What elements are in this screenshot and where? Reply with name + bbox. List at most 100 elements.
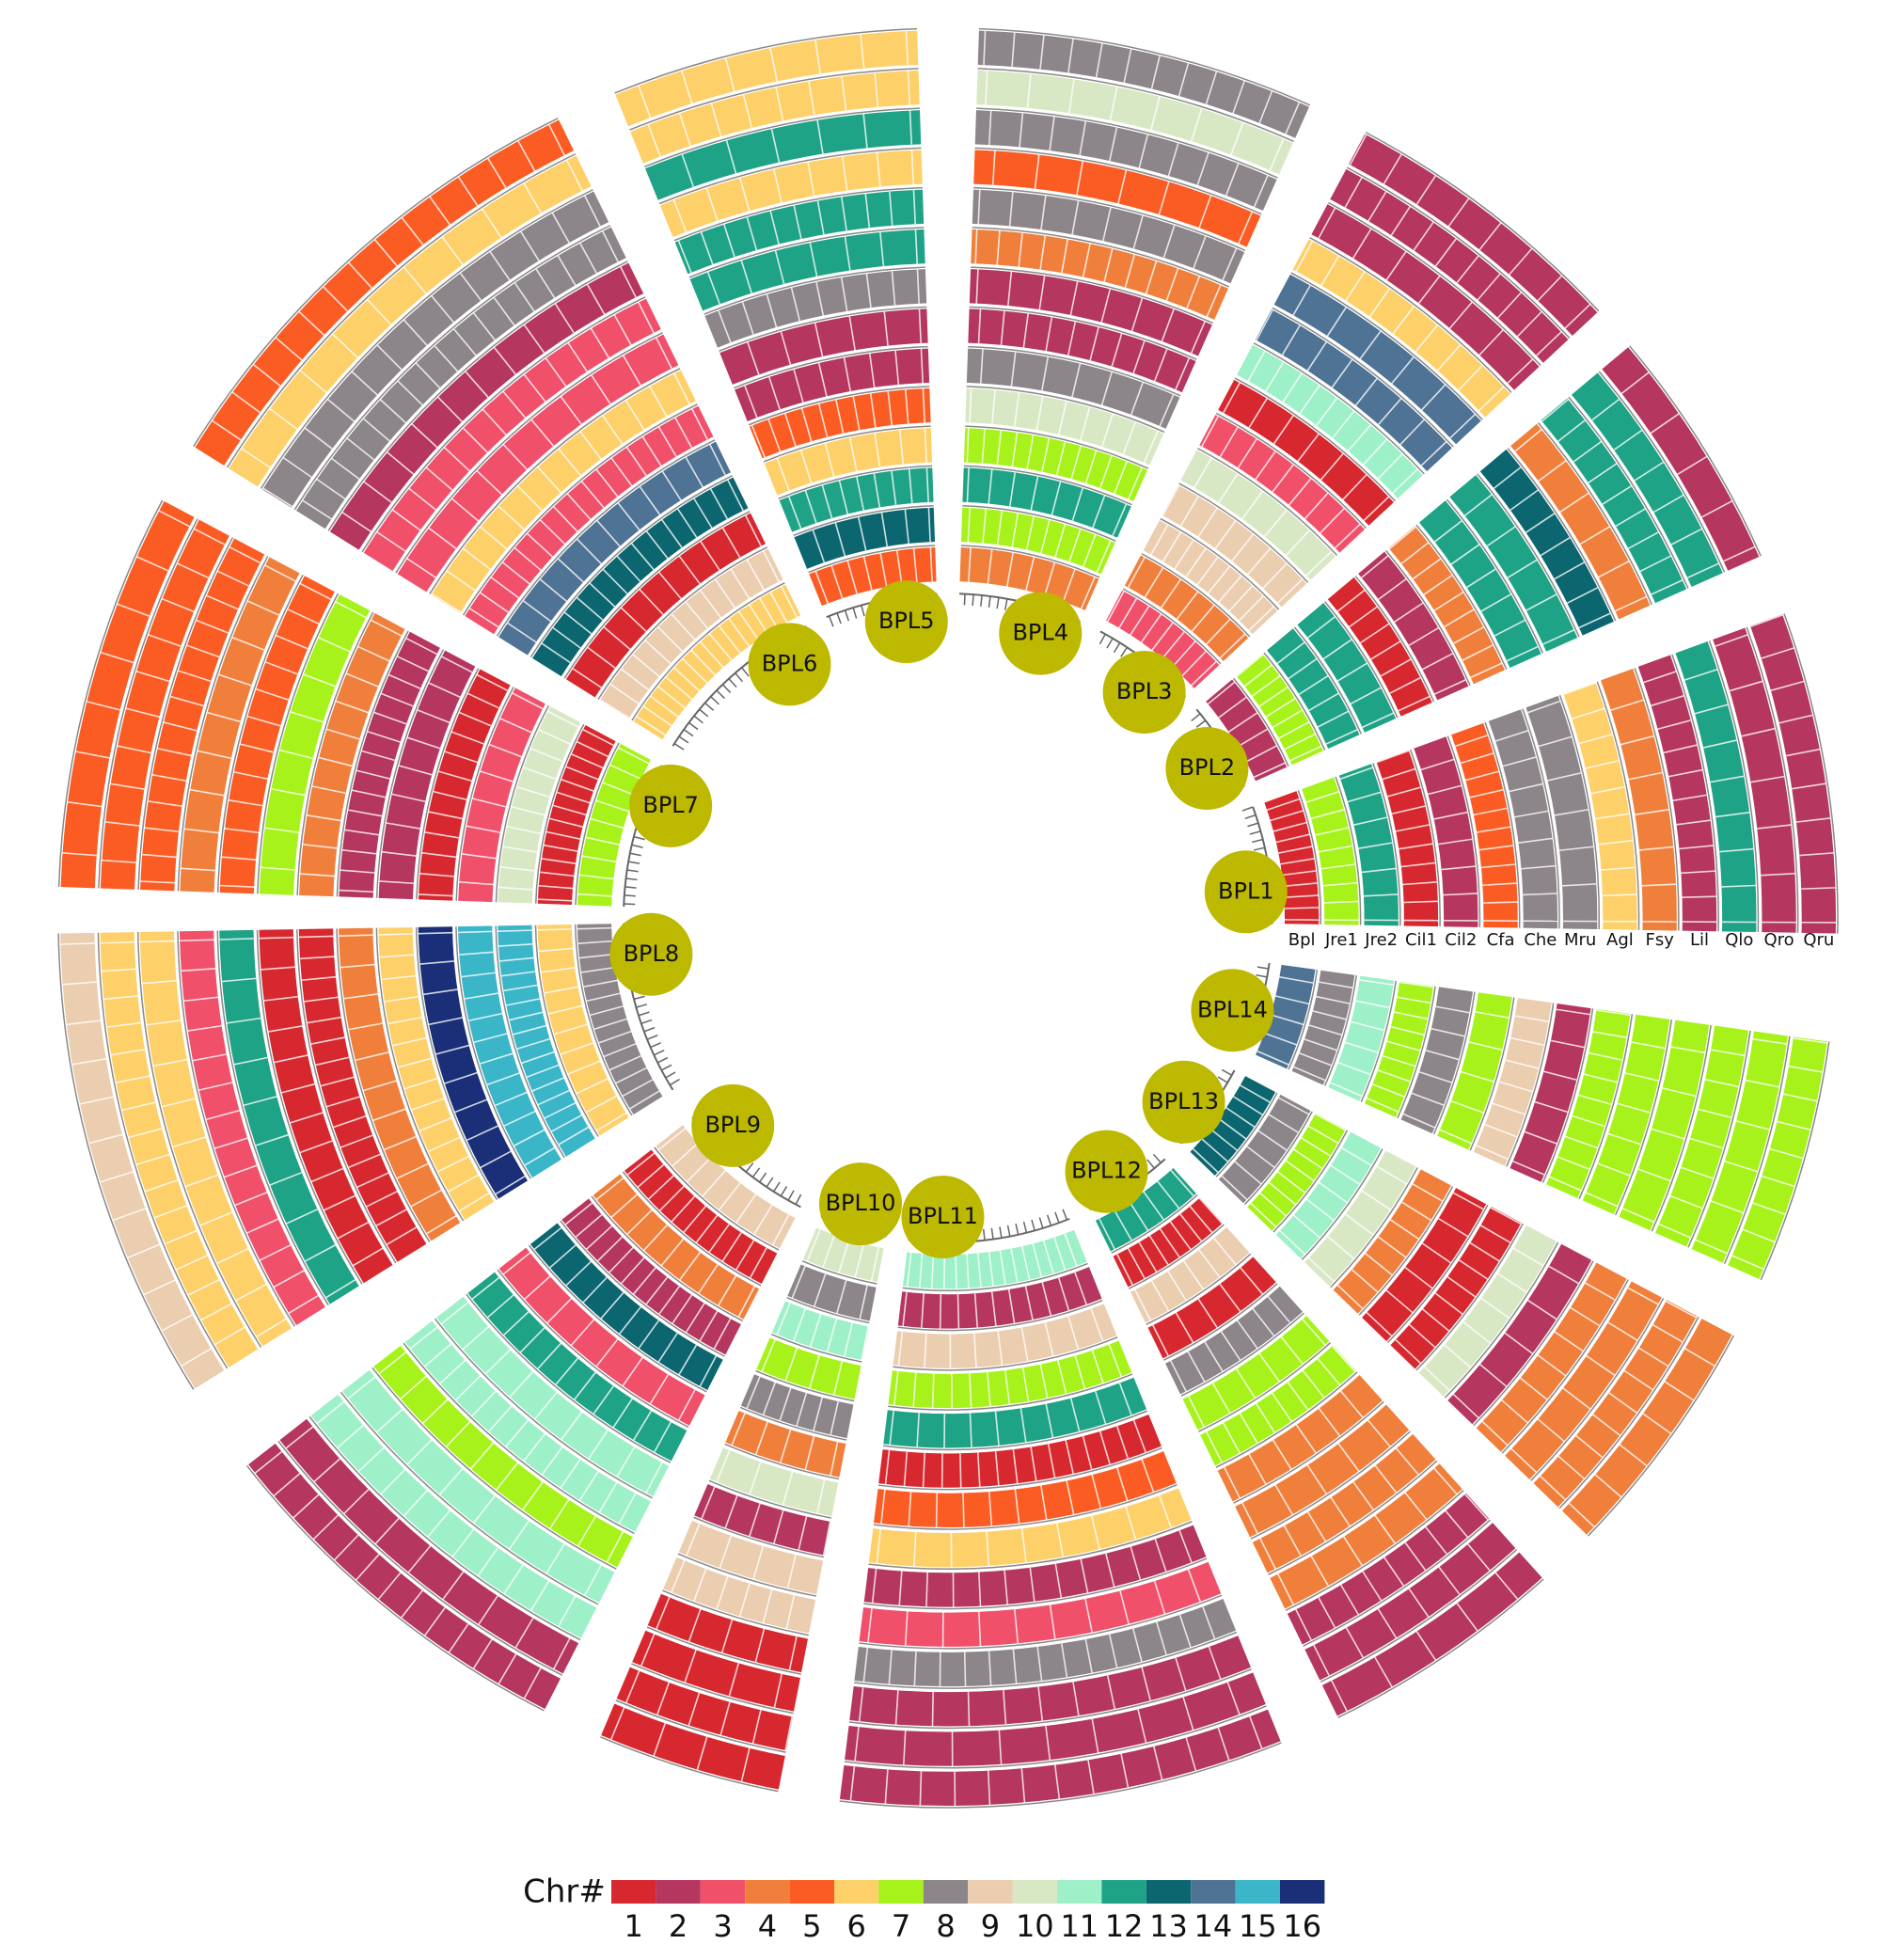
stripe: [1479, 1364, 1508, 1387]
stripe: [688, 1692, 701, 1726]
stripe: [1224, 1466, 1241, 1499]
stripe: [1724, 1161, 1758, 1173]
track-border: [1330, 1167, 1418, 1288]
stripe: [102, 968, 136, 972]
stripe: [554, 1023, 588, 1035]
track: [457, 925, 561, 1178]
stripe: [1450, 544, 1480, 565]
stripe: [1510, 489, 1539, 512]
legend-swatch: [1101, 1880, 1146, 1904]
stripe: [595, 799, 629, 813]
stripe: [1433, 1467, 1458, 1495]
track: [1199, 415, 1365, 553]
stripe: [1276, 578, 1304, 604]
stripe: [541, 642, 571, 664]
stripe: [1237, 728, 1268, 748]
track-border: [1328, 201, 1541, 367]
stripe: [417, 709, 450, 723]
stripe: [1025, 557, 1035, 591]
stripe: [904, 509, 909, 544]
track-border: [963, 465, 1132, 506]
stripe: [723, 224, 735, 258]
track: [663, 1557, 816, 1634]
sector-label: BPL12: [1071, 1158, 1142, 1184]
stripe: [1449, 414, 1476, 439]
stripe: [874, 72, 879, 107]
stripe: [588, 1430, 609, 1460]
stripe: [657, 626, 684, 653]
stripe: [762, 1382, 777, 1415]
stripe: [898, 1571, 903, 1605]
stripe: [1274, 1484, 1293, 1515]
stripe: [1320, 255, 1340, 286]
stripe: [1396, 1447, 1419, 1476]
stripe: [142, 853, 177, 859]
stripe: [466, 1125, 498, 1142]
stripe: [1507, 358, 1533, 384]
stripe: [535, 268, 556, 299]
stripe: [140, 880, 175, 884]
stripe: [378, 1351, 407, 1375]
track-border: [575, 742, 620, 906]
tick: [1038, 1217, 1044, 1229]
stripe: [375, 1209, 407, 1226]
stripe: [462, 1326, 489, 1351]
stripe: [222, 977, 257, 983]
track-border: [1293, 626, 1362, 735]
track-border: [98, 518, 198, 889]
track: [60, 500, 195, 889]
stripe: [1494, 1572, 1519, 1600]
track-border: [528, 1244, 707, 1393]
stripe: [1231, 533, 1255, 562]
stripe: [1752, 1202, 1786, 1215]
track: [632, 1630, 800, 1712]
stripe: [815, 281, 825, 316]
track-border: [260, 189, 593, 489]
stripe: [1628, 531, 1659, 549]
stripe: [363, 1080, 397, 1092]
stripe: [618, 1493, 637, 1525]
stripe: [1258, 686, 1288, 707]
track: [1255, 309, 1452, 472]
stripe: [1109, 87, 1118, 121]
track-border: [1272, 307, 1454, 448]
stripe: [1307, 616, 1336, 639]
stripe: [784, 413, 797, 447]
stripe: [1433, 811, 1468, 820]
stripe: [313, 1458, 340, 1482]
stripe: [1506, 645, 1539, 662]
stripe: [575, 1213, 603, 1238]
stripe: [1433, 592, 1464, 611]
track: [976, 70, 1293, 175]
stripe: [1398, 695, 1431, 712]
stripe: [1143, 431, 1159, 464]
stripe: [1054, 1563, 1063, 1598]
track: [854, 1598, 1237, 1687]
stripe: [931, 1691, 934, 1727]
stripe: [1684, 669, 1718, 681]
stripe: [1479, 1225, 1511, 1243]
stripe: [1246, 1146, 1275, 1168]
stripe: [1651, 1128, 1684, 1140]
stripe: [1399, 981, 1434, 988]
stripe: [1201, 416, 1219, 448]
stripe: [1735, 1120, 1770, 1130]
stripe: [590, 1005, 624, 1017]
stripe: [1123, 49, 1132, 83]
track-label: Che: [1524, 930, 1557, 950]
stripe: [1252, 1308, 1275, 1336]
stripe: [1719, 847, 1754, 853]
tick: [787, 1190, 795, 1201]
stripe: [451, 498, 479, 522]
stripe: [1029, 1567, 1035, 1602]
track-border: [1337, 1578, 1544, 1718]
stripe: [1469, 788, 1504, 798]
stripe: [110, 782, 145, 790]
stripe: [645, 530, 669, 560]
stripe: [303, 844, 338, 849]
stripe: [1345, 1213, 1374, 1236]
stripe: [382, 851, 417, 857]
stripe: [1786, 748, 1820, 757]
track: [1256, 964, 1316, 1069]
tick: [861, 605, 865, 617]
